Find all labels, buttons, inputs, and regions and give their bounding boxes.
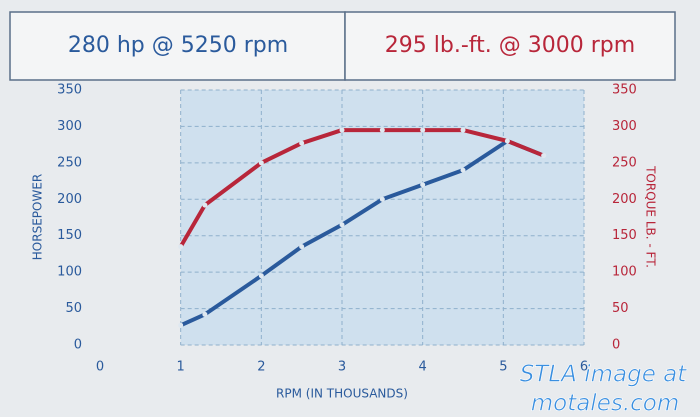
watermark: STLA image at	[520, 362, 688, 388]
data-point	[178, 244, 184, 250]
data-point	[339, 127, 345, 133]
y2-tick-label: 50	[612, 301, 629, 316]
y-tick-label: 300	[57, 119, 82, 134]
x-tick-label: 4	[419, 360, 427, 375]
data-point	[299, 244, 305, 250]
data-point	[379, 196, 385, 202]
y-tick-label: 350	[57, 83, 82, 98]
x-tick-label: 5	[499, 360, 507, 375]
y-tick-label: 150	[57, 228, 82, 243]
data-point	[460, 127, 466, 133]
y-axis-label: HORSEPOWER	[31, 174, 45, 260]
y-tick-label: 0	[74, 338, 82, 353]
series-line	[179, 139, 545, 328]
data-point	[379, 127, 385, 133]
x-axis-label: RPM (IN THOUSANDS)	[276, 387, 408, 401]
data-point	[258, 160, 264, 166]
x-tick-label: 6	[580, 360, 588, 375]
header-box	[9, 11, 346, 81]
data-point	[504, 138, 510, 144]
data-point	[420, 127, 426, 133]
data-point	[460, 167, 466, 173]
x-tick-label: 3	[338, 360, 346, 375]
y2-tick-label: 300	[612, 119, 637, 134]
data-point	[420, 182, 426, 188]
y2-tick-label: 200	[612, 192, 637, 207]
data-point	[178, 322, 184, 328]
x-tick-label: 1	[177, 360, 185, 375]
y2-tick-label: 150	[612, 228, 637, 243]
y2-tick-label: 350	[612, 83, 637, 98]
series-line	[178, 128, 545, 248]
data-point	[258, 273, 264, 279]
watermark: motales.com	[531, 391, 680, 417]
y-tick-label: 100	[57, 265, 82, 280]
x-tick-label: 2	[257, 360, 265, 375]
torque-title: 295 lb.-ft. @ 3000 rpm	[385, 33, 635, 58]
y2-tick-label: 0	[612, 338, 620, 353]
data-point	[541, 153, 547, 159]
y-tick-label: 50	[65, 301, 82, 316]
y2-axis-label: TORQUE LB. - FT.	[644, 165, 658, 268]
data-point	[202, 202, 208, 208]
hp-title: 280 hp @ 5250 rpm	[68, 33, 288, 58]
data-point	[299, 140, 305, 146]
y-tick-label: 200	[57, 192, 82, 207]
y2-tick-label: 100	[612, 265, 637, 280]
x-tick-label: 0	[96, 360, 104, 375]
y2-tick-label: 250	[612, 155, 637, 170]
header-box	[344, 11, 676, 81]
y-tick-label: 250	[57, 155, 82, 170]
data-point	[202, 311, 208, 317]
data-point	[339, 222, 345, 228]
